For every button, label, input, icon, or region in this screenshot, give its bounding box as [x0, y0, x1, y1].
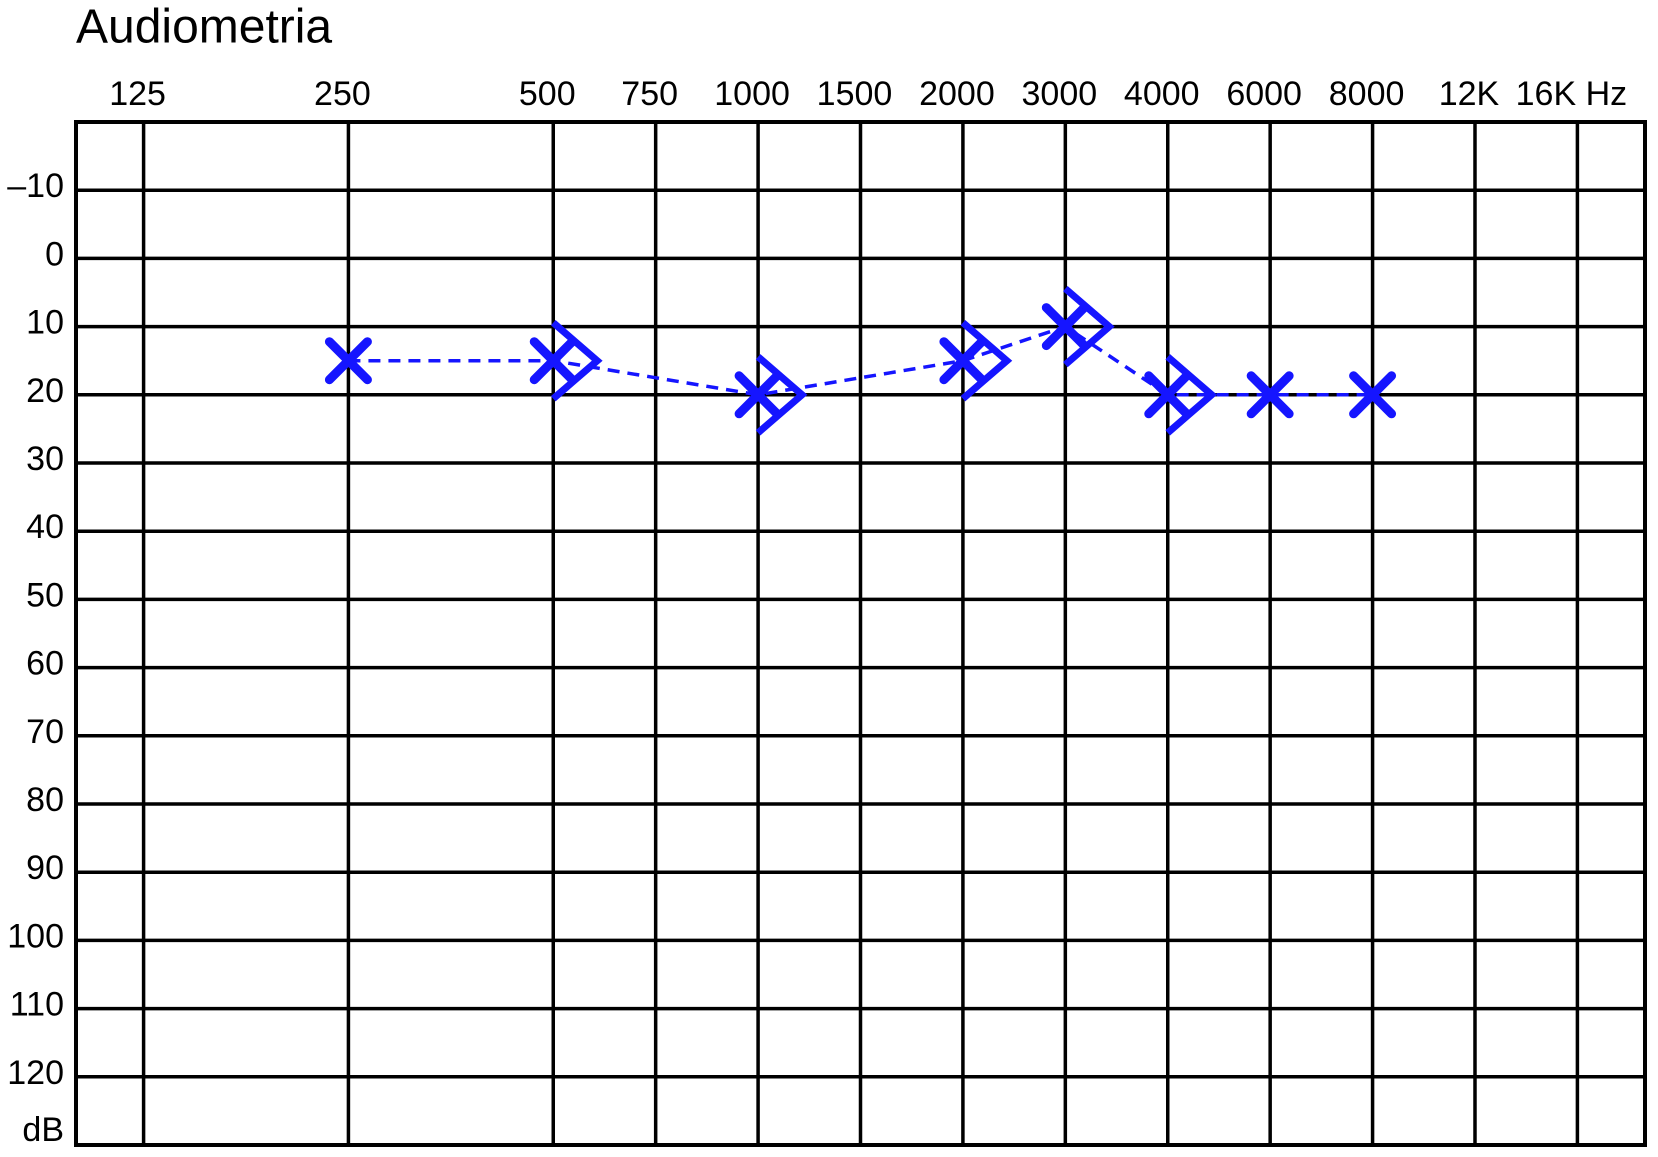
- x-tick-label: 16K Hz: [1516, 75, 1628, 113]
- x-tick-label: 750: [621, 75, 678, 113]
- y-tick-label: 30: [26, 440, 64, 478]
- y-axis-label: dB: [22, 1111, 64, 1149]
- y-tick-label: 20: [26, 372, 64, 410]
- y-tick-label: 90: [26, 849, 64, 887]
- x-tick-label: 1500: [817, 75, 893, 113]
- x-tick-label: 1000: [714, 75, 790, 113]
- data-marker: [529, 337, 577, 385]
- x-tick-label: 4000: [1124, 75, 1200, 113]
- y-tick-label: –10: [7, 167, 64, 205]
- x-tick-label: 250: [314, 75, 371, 113]
- x-tick-label: 8000: [1329, 75, 1405, 113]
- y-tick-label: 10: [26, 304, 64, 342]
- y-tick-label: 40: [26, 508, 64, 546]
- x-tick-label: 6000: [1226, 75, 1302, 113]
- data-marker: [550, 320, 603, 402]
- data-marker: [1041, 303, 1089, 351]
- data-marker: [1349, 371, 1397, 419]
- y-tick-label: 70: [26, 713, 64, 751]
- y-tick-label: 80: [26, 781, 64, 819]
- y-tick-label: 0: [45, 235, 64, 273]
- y-tick-label: 100: [7, 917, 64, 955]
- data-marker: [1063, 285, 1115, 368]
- data-marker: [734, 371, 782, 419]
- x-tick-label: 125: [109, 75, 166, 113]
- x-tick-label: 12K: [1439, 75, 1500, 113]
- data-marker: [960, 320, 1013, 402]
- y-tick-label: 120: [7, 1054, 64, 1092]
- data-marker: [1144, 371, 1192, 419]
- data-marker: [939, 337, 987, 385]
- data-marker: [1165, 354, 1218, 436]
- data-marker: [324, 337, 372, 385]
- y-tick-label: 60: [26, 645, 64, 683]
- chart-title: Audiometria: [76, 1, 332, 54]
- x-tick-label: 3000: [1022, 75, 1098, 113]
- data-marker: [755, 354, 808, 436]
- data-marker: [1246, 371, 1294, 419]
- x-tick-label: 2000: [919, 75, 995, 113]
- x-tick-label: 500: [519, 75, 576, 113]
- y-tick-label: 50: [26, 576, 64, 614]
- y-tick-label: 110: [10, 986, 64, 1024]
